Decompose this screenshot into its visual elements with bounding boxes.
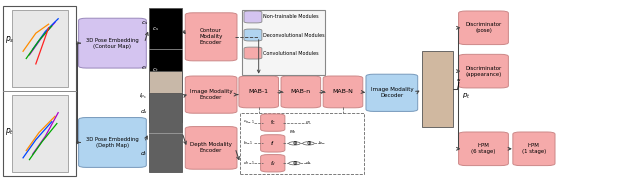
FancyBboxPatch shape: [12, 10, 68, 87]
Text: MAB-1: MAB-1: [249, 89, 269, 94]
Text: Convolutional Modules: Convolutional Modules: [263, 51, 319, 56]
FancyBboxPatch shape: [244, 11, 262, 23]
Text: Depth Modality
Encoder: Depth Modality Encoder: [190, 142, 232, 153]
Text: $d_{n-1}$: $d_{n-1}$: [243, 159, 255, 167]
Text: $I_n$: $I_n$: [318, 140, 323, 147]
FancyBboxPatch shape: [513, 132, 555, 166]
Text: $M_n$: $M_n$: [289, 129, 296, 136]
FancyBboxPatch shape: [12, 95, 68, 172]
Text: $I_{n-1}$: $I_{n-1}$: [243, 140, 253, 147]
Text: Discriminator
(appearance): Discriminator (appearance): [465, 66, 502, 77]
Text: Non-trainable Modules: Non-trainable Modules: [263, 14, 319, 19]
Text: $p_s$: $p_s$: [4, 34, 14, 45]
Text: $\tilde{I}$: $\tilde{I}$: [456, 78, 461, 92]
FancyBboxPatch shape: [244, 29, 262, 41]
Text: HPM
(6 stage): HPM (6 stage): [471, 143, 495, 154]
Text: MAB-N: MAB-N: [333, 89, 353, 94]
FancyBboxPatch shape: [185, 126, 237, 169]
FancyBboxPatch shape: [239, 76, 278, 108]
FancyBboxPatch shape: [79, 18, 147, 68]
Text: $c_n$: $c_n$: [305, 119, 312, 126]
Text: fc: fc: [270, 120, 275, 125]
FancyBboxPatch shape: [323, 76, 363, 108]
Circle shape: [289, 162, 300, 165]
Text: MAB-n: MAB-n: [291, 89, 311, 94]
Text: Image Modality
Encoder: Image Modality Encoder: [190, 89, 232, 100]
Text: $f_I$: $f_I$: [270, 139, 275, 148]
Text: $c_t$: $c_t$: [152, 66, 159, 74]
Text: $c_t$: $c_t$: [141, 64, 148, 72]
Text: Deconvolutional Modules: Deconvolutional Modules: [263, 33, 324, 37]
FancyBboxPatch shape: [422, 51, 453, 127]
Text: Discriminator
(pose): Discriminator (pose): [465, 22, 502, 33]
Text: $p_t$: $p_t$: [462, 92, 470, 101]
Text: ⊕: ⊕: [306, 141, 311, 146]
FancyBboxPatch shape: [459, 132, 508, 166]
Text: ⊗: ⊗: [292, 141, 297, 146]
FancyBboxPatch shape: [260, 155, 285, 172]
Text: HPM
(1 stage): HPM (1 stage): [522, 143, 546, 154]
Text: $I_{p_s}$: $I_{p_s}$: [140, 91, 148, 102]
FancyBboxPatch shape: [459, 54, 508, 88]
Circle shape: [303, 142, 314, 145]
FancyBboxPatch shape: [260, 114, 285, 131]
FancyBboxPatch shape: [244, 47, 262, 59]
Text: $c_s$: $c_s$: [141, 19, 148, 27]
FancyBboxPatch shape: [149, 93, 182, 172]
FancyBboxPatch shape: [459, 11, 508, 45]
FancyBboxPatch shape: [149, 71, 182, 122]
Text: $d_t$: $d_t$: [140, 150, 148, 159]
FancyBboxPatch shape: [149, 8, 182, 91]
Text: 3D Pose Embedding
(Depth Map): 3D Pose Embedding (Depth Map): [86, 137, 139, 148]
Text: $f_d$: $f_d$: [269, 159, 276, 168]
Text: $p_t$: $p_t$: [4, 126, 13, 137]
Text: Contour
Modality
Encoder: Contour Modality Encoder: [200, 28, 223, 45]
Circle shape: [289, 142, 300, 145]
Text: ⊗: ⊗: [292, 161, 297, 166]
Text: $d_n$: $d_n$: [305, 159, 312, 167]
FancyBboxPatch shape: [79, 118, 147, 167]
Text: $c_s$: $c_s$: [152, 25, 159, 33]
FancyBboxPatch shape: [240, 113, 364, 174]
FancyBboxPatch shape: [185, 13, 237, 61]
Text: $d_s$: $d_s$: [140, 107, 148, 116]
Text: 3D Pose Embedding
(Contour Map): 3D Pose Embedding (Contour Map): [86, 38, 139, 49]
FancyBboxPatch shape: [3, 6, 76, 176]
FancyBboxPatch shape: [185, 76, 237, 113]
FancyBboxPatch shape: [366, 74, 418, 111]
Text: $c_{n-1}$: $c_{n-1}$: [243, 119, 255, 126]
FancyBboxPatch shape: [260, 135, 285, 152]
FancyBboxPatch shape: [281, 76, 321, 108]
Text: Image Modality
Decoder: Image Modality Decoder: [371, 87, 413, 98]
FancyBboxPatch shape: [242, 10, 325, 75]
